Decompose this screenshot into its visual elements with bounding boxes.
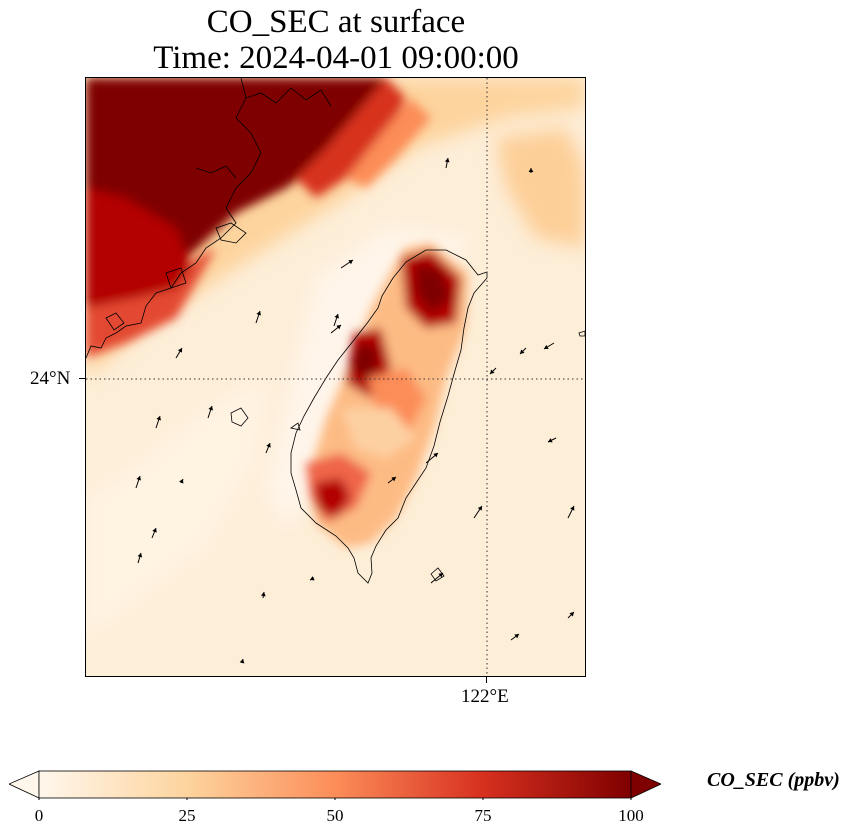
wind-vectors xyxy=(135,157,575,664)
wind-arrow xyxy=(430,572,444,584)
taiwan-coastline xyxy=(290,249,488,584)
wind-arrow xyxy=(135,475,142,489)
wind-arrow xyxy=(155,415,162,429)
wind-arrow xyxy=(387,476,397,484)
lat-tick-label: 24°N xyxy=(30,368,71,389)
wind-arrow xyxy=(151,527,157,539)
wind-arrow xyxy=(567,505,575,519)
wind-arrow xyxy=(239,658,245,664)
map-title: CO_SEC at surface Time: 2024-04-01 09:00… xyxy=(0,4,672,76)
wind-arrow xyxy=(340,259,354,269)
wind-arrow xyxy=(510,633,520,641)
colorbar-tick-label: 25 xyxy=(178,806,196,825)
wind-arrow xyxy=(528,168,534,173)
lon-tick xyxy=(486,677,487,683)
wind-arrow xyxy=(333,313,340,327)
coastline xyxy=(86,78,585,584)
colorbar-tick-label: 50 xyxy=(326,806,344,825)
concentration-field xyxy=(86,78,585,676)
graticule xyxy=(86,78,585,676)
china-coastline xyxy=(86,78,262,359)
title-line-1: CO_SEC at surface xyxy=(206,4,466,40)
wind-arrow xyxy=(179,478,184,484)
wind-arrow xyxy=(547,437,557,443)
colorbar xyxy=(9,770,661,800)
wind-arrow xyxy=(425,452,439,464)
map-canvas xyxy=(86,78,585,676)
wind-arrow xyxy=(207,405,214,419)
wind-arrow xyxy=(255,310,262,324)
wind-arrow xyxy=(330,324,342,334)
lat-tick xyxy=(79,378,85,379)
colorbar-extend-min xyxy=(9,770,40,799)
wind-arrow xyxy=(567,611,575,619)
wind-arrow xyxy=(137,552,143,564)
colorbar-tick-label: 100 xyxy=(618,806,644,825)
wind-arrow xyxy=(473,505,483,519)
title-line-2: Time: 2024-04-01 09:00:00 xyxy=(153,40,519,76)
wind-arrow xyxy=(519,347,527,355)
map-panel xyxy=(85,77,586,677)
wind-arrow xyxy=(444,157,450,169)
colorbar-label: CO_SEC (ppbv) xyxy=(707,769,840,791)
colorbar-extend-max xyxy=(630,770,661,799)
wind-arrow xyxy=(309,576,315,581)
wind-arrow xyxy=(260,591,266,599)
colorbar-gradient xyxy=(38,770,632,799)
wind-arrow xyxy=(489,367,497,375)
wind-arrow xyxy=(265,442,271,454)
wind-arrow xyxy=(175,347,183,359)
colorbar-tick-label: 0 xyxy=(34,806,44,825)
wind-arrow xyxy=(543,342,555,350)
colorbar-tick-label: 75 xyxy=(474,806,492,825)
lon-tick-label: 122°E xyxy=(461,686,509,707)
